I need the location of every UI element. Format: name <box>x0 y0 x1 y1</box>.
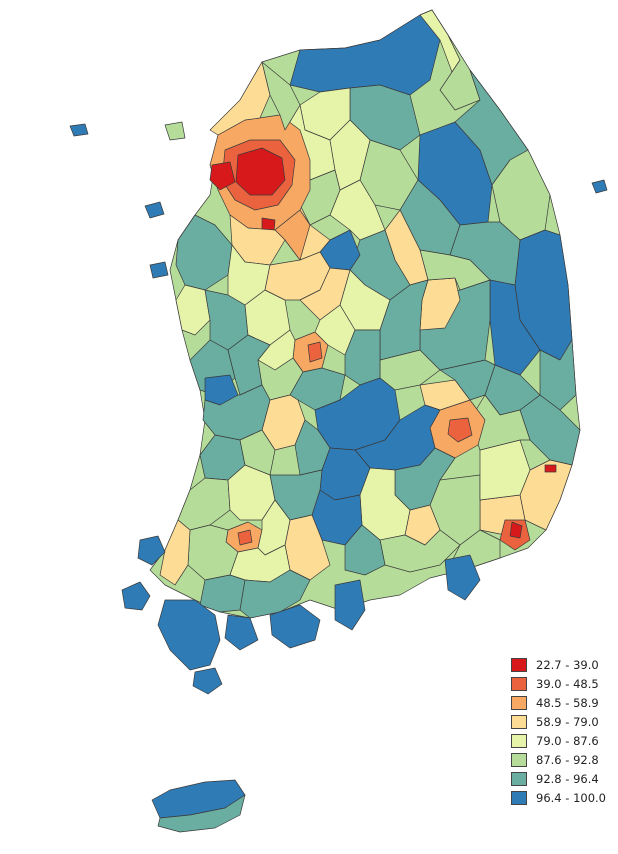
region-w-island-2 <box>144 201 165 219</box>
region-jn-9 <box>199 574 246 613</box>
legend-label: 58.9 - 79.0 <box>536 714 599 729</box>
legend-swatch <box>511 752 527 767</box>
legend-swatch <box>511 657 527 672</box>
legend-label: 96.4 - 100.0 <box>536 790 606 805</box>
region-c-6 <box>329 179 386 241</box>
legend-item: 22.7 - 39.0 <box>511 655 615 674</box>
legend-label: 92.8 - 96.4 <box>536 771 599 786</box>
region-sw-island-1 <box>121 581 151 611</box>
legend-label: 39.0 - 48.5 <box>536 676 599 691</box>
region-sw-island-4 <box>269 604 321 649</box>
legend-item: 87.6 - 92.8 <box>511 750 615 769</box>
region-w-island-3 <box>149 261 169 279</box>
region-jn-8 <box>159 519 191 586</box>
legend-item: 48.5 - 58.9 <box>511 693 615 712</box>
legend-label: 22.7 - 39.0 <box>536 657 599 672</box>
legend-label: 79.0 - 87.6 <box>536 733 599 748</box>
region-ne-north <box>289 9 441 96</box>
legend-swatch <box>511 714 527 729</box>
region-gwangju-b <box>237 529 253 546</box>
region-w-island-4 <box>164 121 186 141</box>
region-e-island-ulleung <box>591 179 608 194</box>
map-legend: 22.7 - 39.0 39.0 - 48.5 48.5 - 58.9 58.9 - … <box>511 655 615 807</box>
region-jn-10 <box>239 569 311 619</box>
legend-label: 48.5 - 58.9 <box>536 695 599 710</box>
region-jeju-south <box>157 794 246 833</box>
region-seoul-core <box>235 147 286 196</box>
region-jb-2 <box>202 384 271 441</box>
region-sw-island-2 <box>137 535 166 566</box>
region-sw-island-6 <box>444 554 481 601</box>
region-sw-island-5 <box>334 579 366 631</box>
legend-swatch <box>511 771 527 786</box>
region-se-ulsan <box>544 464 557 473</box>
region-w-14 <box>344 329 381 386</box>
region-w-island-1 <box>69 123 89 137</box>
region-jb-4 <box>239 429 276 476</box>
legend-item: 79.0 - 87.6 <box>511 731 615 750</box>
region-daegu-inner <box>447 417 473 443</box>
legend-item: 58.9 - 79.0 <box>511 712 615 731</box>
region-se-busan-b <box>509 521 523 539</box>
region-metro-nw <box>209 61 271 136</box>
region-seoul-core-2 <box>209 161 236 191</box>
region-gn-6 <box>344 524 386 576</box>
legend-item: 39.0 - 48.5 <box>511 674 615 693</box>
region-ces-1 <box>419 379 471 411</box>
legend-swatch <box>511 676 527 691</box>
legend-swatch <box>511 695 527 710</box>
legend-label: 87.6 - 92.8 <box>536 752 599 767</box>
region-daejeon-b <box>307 341 323 363</box>
legend-swatch <box>511 790 527 805</box>
legend-item: 92.8 - 96.4 <box>511 769 615 788</box>
legend-swatch <box>511 733 527 748</box>
region-sw-island-7 <box>224 614 259 651</box>
region-sw-peninsula-1 <box>157 599 221 671</box>
region-metro-n <box>261 61 301 131</box>
region-sw-island-3 <box>192 667 223 695</box>
legend-item: 96.4 - 100.0 <box>511 788 615 807</box>
